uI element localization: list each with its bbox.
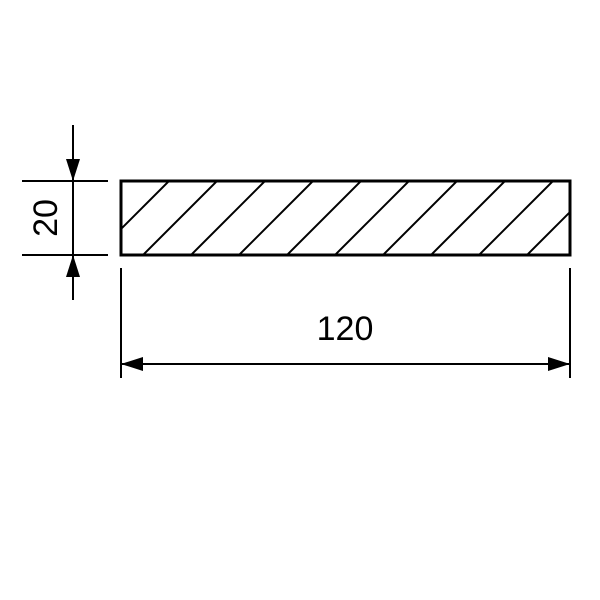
arrowhead-right-icon bbox=[548, 357, 570, 371]
arrowhead-up-icon bbox=[66, 255, 80, 277]
dimension-width: 120 bbox=[121, 268, 570, 378]
technical-drawing: 20 120 bbox=[0, 0, 600, 600]
arrowhead-left-icon bbox=[121, 357, 143, 371]
arrowhead-down-icon bbox=[66, 159, 80, 181]
cross-section-rect bbox=[50, 100, 600, 300]
dimension-height-label: 20 bbox=[27, 199, 65, 237]
dimension-width-label: 120 bbox=[317, 310, 374, 348]
dimension-height: 20 bbox=[22, 125, 108, 300]
